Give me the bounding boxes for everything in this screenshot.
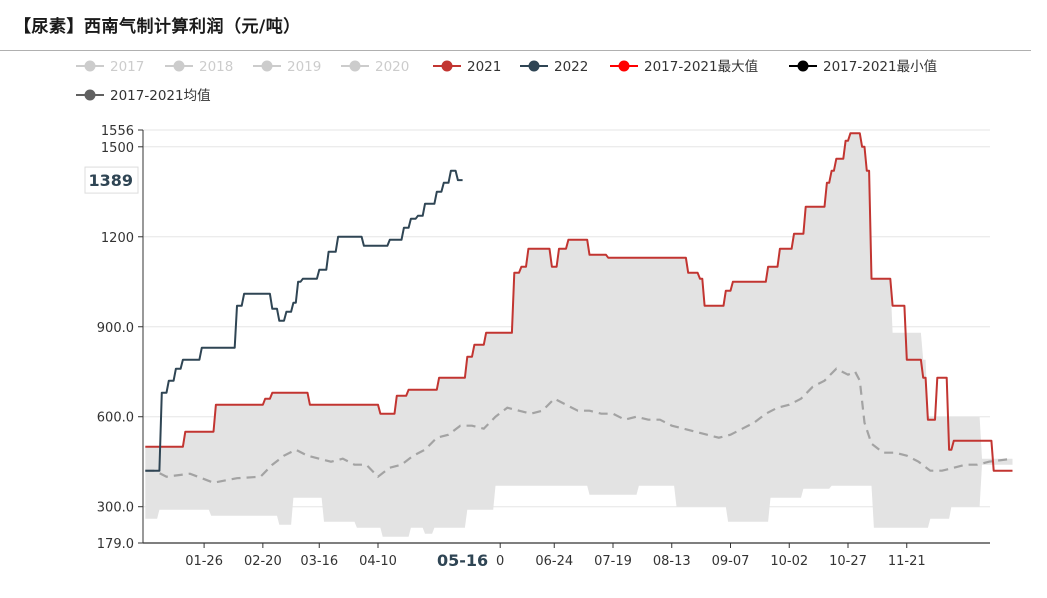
chart-series: [145, 132, 1013, 484]
legend-item-3[interactable]: 2019: [253, 59, 321, 75]
legend-label: 2020: [375, 59, 409, 75]
chart-legend: 2017 2018 2019 2020 2021 2022 2017-2021最大值 2017…: [76, 59, 937, 104]
y-tick-label: 179.0: [97, 537, 134, 552]
y-tick-label: 900.0: [97, 321, 134, 336]
legend-item-2[interactable]: 2018: [165, 59, 233, 75]
y-tick-label: 1200: [101, 231, 134, 246]
series-line-2021: [145, 132, 1013, 472]
legend-item-5[interactable]: 2021: [433, 59, 501, 75]
series-line-2022: [145, 169, 463, 472]
x-pointer-label: 05-16: [437, 551, 488, 570]
x-tick-label: 07-19: [594, 554, 632, 569]
x-tick-label: 08-13: [653, 554, 691, 569]
legend-item-7[interactable]: 2017-2021最大值: [610, 59, 758, 75]
legend-label: 2017-2021最大值: [644, 59, 758, 75]
legend-label: 2017-2021最小值: [823, 59, 937, 75]
min-max-band: [145, 133, 1013, 537]
legend-dot-icon: [528, 60, 540, 72]
y-pointer-bg: [84, 166, 139, 194]
x-tick-label: 03-16: [300, 554, 338, 569]
x-tick-label: 10-02: [770, 554, 808, 569]
title-divider: [0, 50, 1031, 51]
y-pointer-label: 1389: [88, 171, 133, 190]
legend-item-6[interactable]: 2022: [520, 59, 588, 75]
legend-dot-icon: [349, 60, 361, 72]
y-tick-label: 1556: [101, 124, 134, 139]
x-tick-label: 0: [496, 554, 504, 569]
legend-label: 2017: [110, 59, 144, 75]
axis-pointer: 05-16 1389: [84, 166, 489, 571]
legend-label: 2019: [287, 59, 321, 75]
legend-item-4[interactable]: 2020: [341, 59, 409, 75]
x-tick-label: 01-26: [185, 554, 223, 569]
series-line-average: [145, 367, 1013, 484]
legend-dot-icon: [797, 60, 809, 72]
x-tick-label: 06-24: [535, 554, 573, 569]
legend-label: 2017-2021均值: [110, 88, 211, 104]
y-tick-label: 1500: [101, 141, 134, 156]
legend-dot-icon: [84, 60, 96, 72]
x-tick-label: 04-10: [359, 554, 397, 569]
legend-item-9[interactable]: 2017-2021均值: [76, 88, 211, 104]
legend-item-8[interactable]: 2017-2021最小值: [789, 59, 937, 75]
legend-dot-icon: [618, 60, 630, 72]
x-pointer-bg: [436, 549, 489, 571]
legend-dot-icon: [261, 60, 273, 72]
x-tick-label: 02-20: [244, 554, 282, 569]
legend-dot-icon: [84, 89, 96, 101]
legend-label: 2021: [467, 59, 501, 75]
legend-item-1[interactable]: 2017: [76, 59, 144, 75]
x-tick-label: 10-27: [829, 554, 867, 569]
page-title: 【尿素】西南气制计算利润（元/吨）: [14, 17, 301, 37]
y-tick-label: 600.0: [97, 411, 134, 426]
legend-dot-icon: [173, 60, 185, 72]
y-tick-label: 300.0: [97, 501, 134, 516]
legend-label: 2022: [554, 59, 588, 75]
legend-dot-icon: [441, 60, 453, 72]
band-area: [145, 133, 1013, 537]
legend-label: 2018: [199, 59, 233, 75]
chart-axes: 179.0 300.0 600.0 900.0 1200 1500 1556 01-26 02-…: [97, 124, 990, 569]
x-tick-label: 09-07: [712, 554, 750, 569]
x-tick-label: 11-21: [888, 554, 926, 569]
